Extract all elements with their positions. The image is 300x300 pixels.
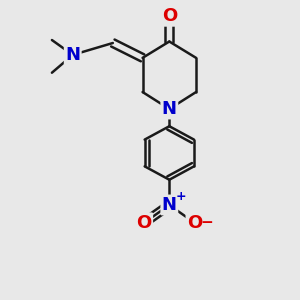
Text: −: − <box>200 215 213 230</box>
Text: O: O <box>187 214 202 232</box>
Text: N: N <box>162 196 177 214</box>
Text: +: + <box>176 190 187 202</box>
Text: O: O <box>162 7 177 25</box>
Text: N: N <box>162 100 177 118</box>
Text: N: N <box>65 46 80 64</box>
Text: O: O <box>136 214 152 232</box>
